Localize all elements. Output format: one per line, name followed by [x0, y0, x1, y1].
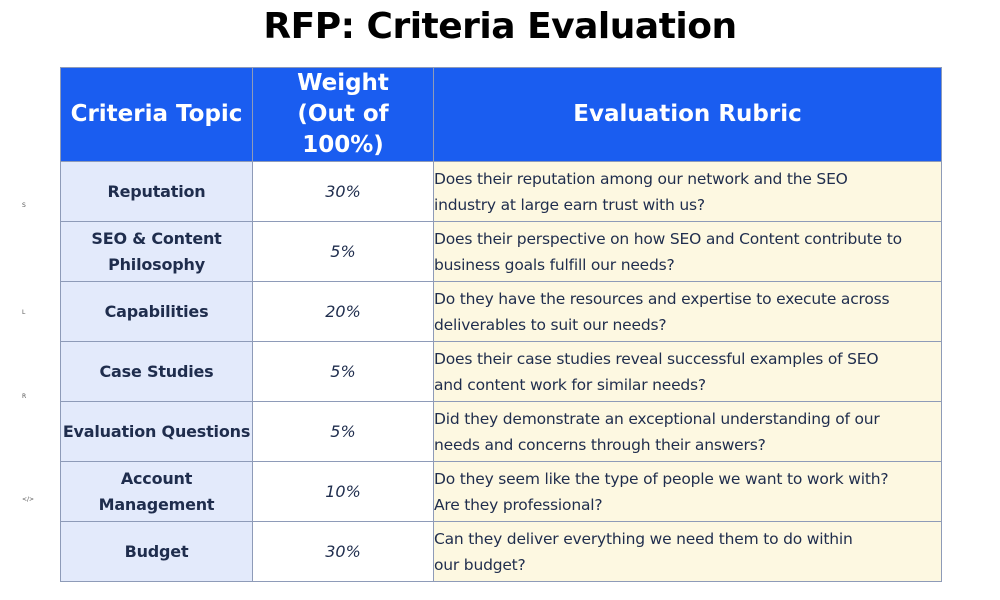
side-mark: S [22, 202, 26, 209]
table-row: Reputation 30% Does their reputation among… [60, 161, 942, 222]
evaluation-rubric-text: Does their reputation among our network … [434, 169, 848, 188]
header-criteria-topic: Criteria Topic [60, 67, 253, 162]
criteria-topic-text: SEO & Content [91, 228, 222, 248]
evaluation-rubric-text: deliverables to suit our needs? [434, 315, 667, 334]
weight-value: 30% [325, 182, 361, 201]
evaluation-rubric-text: and content work for similar needs? [434, 375, 706, 394]
criteria-topic-text: Reputation [107, 181, 206, 201]
weight-value: 10% [325, 482, 361, 501]
evaluation-rubric-text: Does their case studies reveal successfu… [434, 349, 879, 368]
evaluation-rubric-text: Are they professional? [434, 495, 603, 514]
evaluation-rubric-text: needs and concerns through their answers… [434, 435, 766, 454]
criteria-topic-cell: Evaluation Questions [60, 401, 253, 462]
evaluation-rubric-cell: Do they seem like the type of people we … [433, 461, 942, 522]
criteria-topic-cell: Capabilities [60, 281, 253, 342]
weight-cell: 5% [252, 401, 434, 462]
weight-value: 5% [330, 242, 356, 261]
header-weight: Weight (Out of 100%) [252, 67, 434, 162]
header-row: Criteria Topic Weight (Out of 100%) Eval… [60, 67, 942, 162]
header-weight-line: Weight [297, 70, 389, 96]
weight-cell: 5% [252, 341, 434, 402]
table-body: Reputation 30% Does their reputation among… [60, 161, 942, 582]
header-evaluation-rubric: Evaluation Rubric [433, 67, 942, 162]
side-mark: L [22, 309, 26, 316]
evaluation-rubric-text: business goals fulfill our needs? [434, 255, 675, 274]
table-row: SEO & Content Philosophy 5% Does their pers… [60, 221, 942, 282]
evaluation-rubric-cell: Can they deliver everything we need them… [433, 521, 942, 582]
weight-cell: 10% [252, 461, 434, 522]
weight-cell: 30% [252, 161, 434, 222]
criteria-topic-cell: Budget [60, 521, 253, 582]
header-evaluation-rubric-label: Evaluation Rubric [573, 101, 802, 127]
criteria-topic-cell: SEO & Content Philosophy [60, 221, 253, 282]
evaluation-rubric-text: Do they have the resources and expertise… [434, 289, 890, 308]
criteria-topic-cell: Reputation [60, 161, 253, 222]
page-title: RFP: Criteria Evaluation [263, 6, 737, 47]
evaluation-rubric-text: Did they demonstrate an exceptional unde… [434, 409, 880, 428]
weight-cell: 20% [252, 281, 434, 342]
weight-value: 20% [325, 302, 361, 321]
header-weight-line: (Out of 100%) [297, 101, 389, 158]
criteria-topic-text: Case Studies [99, 361, 214, 381]
criteria-topic-cell: Case Studies [60, 341, 253, 402]
table-row: Account Management 10% Do they seem like th… [60, 461, 942, 522]
criteria-topic-text: Capabilities [104, 301, 209, 321]
evaluation-rubric-text: industry at large earn trust with us? [434, 195, 705, 214]
evaluation-rubric-text: Can they deliver everything we need them… [434, 529, 853, 548]
weight-value: 30% [325, 542, 361, 561]
evaluation-rubric-cell: Does their perspective on how SEO and Co… [433, 221, 942, 282]
criteria-topic-text: Account [120, 468, 193, 488]
evaluation-rubric-cell: Do they have the resources and expertise… [433, 281, 942, 342]
table-row: Case Studies 5% Does their case studies re… [60, 341, 942, 402]
evaluation-rubric-text: Do they seem like the type of people we … [434, 469, 889, 488]
criteria-topic-cell: Account Management [60, 461, 253, 522]
side-marks: S L R </> [22, 0, 36, 600]
table-row: Evaluation Questions 5% Did they demonstra… [60, 401, 942, 462]
evaluation-rubric-cell: Does their reputation among our network … [433, 161, 942, 222]
evaluation-rubric-text: Does their perspective on how SEO and Co… [434, 229, 902, 248]
header-criteria-topic-label: Criteria Topic [70, 101, 243, 127]
evaluation-rubric-cell: Does their case studies reveal successfu… [433, 341, 942, 402]
weight-value: 5% [330, 422, 356, 441]
criteria-topic-text: Philosophy [108, 254, 205, 274]
table-row: Budget 30% Can they deliver everything we … [60, 521, 942, 582]
evaluation-rubric-text: our budget? [434, 555, 526, 574]
weight-cell: 30% [252, 521, 434, 582]
side-mark: R [22, 393, 27, 400]
criteria-topic-text: Budget [124, 541, 189, 561]
weight-cell: 5% [252, 221, 434, 282]
criteria-topic-text: Evaluation Questions [62, 421, 251, 441]
criteria-topic-text: Management [98, 494, 215, 514]
table-row: Capabilities 20% Do they have the resource… [60, 281, 942, 342]
evaluation-rubric-cell: Did they demonstrate an exceptional unde… [433, 401, 942, 462]
side-mark: </> [22, 496, 35, 503]
criteria-table: Criteria Topic Weight (Out of 100%) Eval… [60, 67, 942, 582]
weight-value: 5% [330, 362, 356, 381]
